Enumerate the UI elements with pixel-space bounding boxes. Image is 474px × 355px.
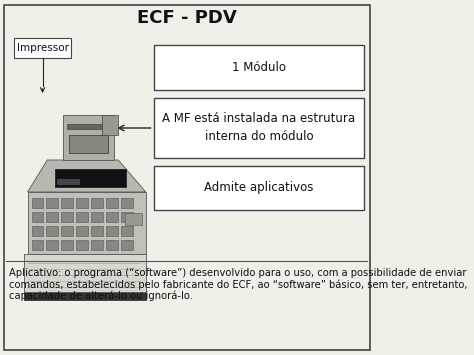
- Bar: [69, 135, 108, 153]
- Bar: [62, 240, 73, 250]
- Bar: [27, 192, 146, 254]
- Bar: [24, 254, 146, 292]
- Bar: [106, 212, 118, 222]
- Text: A MF está instalada na estrutura
interna do módulo: A MF está instalada na estrutura interna…: [162, 113, 356, 143]
- Bar: [76, 240, 88, 250]
- Bar: [76, 226, 88, 236]
- Bar: [14, 38, 71, 58]
- Bar: [67, 124, 110, 129]
- Text: comandos, estabelecidos pelo fabricante do ECF, ao “software” básico, sem ter, e: comandos, estabelecidos pelo fabricante …: [9, 279, 468, 290]
- Bar: [121, 212, 133, 222]
- Text: Impressor: Impressor: [17, 43, 69, 53]
- Bar: [121, 226, 133, 236]
- Bar: [62, 198, 73, 208]
- Bar: [32, 226, 43, 236]
- Bar: [76, 212, 88, 222]
- Text: Admite aplicativos: Admite aplicativos: [204, 181, 314, 195]
- Bar: [46, 226, 58, 236]
- Text: capacidade de alterá-lo ou ignorá-lo.: capacidade de alterá-lo ou ignorá-lo.: [9, 290, 193, 301]
- Bar: [62, 212, 73, 222]
- Bar: [32, 240, 43, 250]
- Text: Aplicativo: o programa (“software”) desenvolvido para o uso, com a possibilidade: Aplicativo: o programa (“software”) dese…: [9, 268, 467, 278]
- Bar: [106, 198, 118, 208]
- Bar: [154, 45, 364, 90]
- Bar: [76, 198, 88, 208]
- Text: 1 Módulo: 1 Módulo: [232, 61, 286, 74]
- Bar: [154, 98, 364, 158]
- Bar: [62, 226, 73, 236]
- Text: ECF - PDV: ECF - PDV: [137, 9, 237, 27]
- Bar: [91, 240, 103, 250]
- Bar: [91, 198, 103, 208]
- Bar: [24, 292, 146, 300]
- Bar: [106, 226, 118, 236]
- Bar: [121, 198, 133, 208]
- Bar: [46, 198, 58, 208]
- Bar: [46, 240, 58, 250]
- Bar: [125, 213, 142, 225]
- Bar: [46, 212, 58, 222]
- Bar: [154, 166, 364, 210]
- Bar: [91, 212, 103, 222]
- Bar: [102, 115, 118, 135]
- Bar: [55, 169, 126, 187]
- Polygon shape: [27, 160, 146, 192]
- Bar: [91, 226, 103, 236]
- Bar: [32, 198, 43, 208]
- Bar: [63, 115, 114, 160]
- Bar: [57, 179, 81, 185]
- Bar: [121, 240, 133, 250]
- Bar: [32, 212, 43, 222]
- Bar: [106, 240, 118, 250]
